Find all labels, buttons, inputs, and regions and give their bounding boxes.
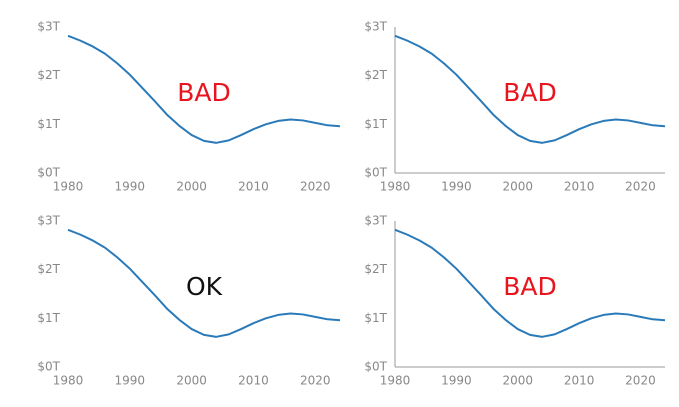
- y-tick-label: $3T: [364, 214, 387, 228]
- x-tick-label: 1980: [380, 374, 411, 388]
- y-tick-label: $3T: [37, 20, 60, 34]
- x-tick-label: 2000: [502, 180, 533, 194]
- x-tick-label: 2020: [300, 374, 331, 388]
- x-tick-label: 2010: [564, 180, 595, 194]
- x-tick-label: 2020: [625, 180, 656, 194]
- y-tick-label: $3T: [364, 20, 387, 34]
- y-tick-label: $0T: [364, 360, 387, 374]
- y-tick-label: $1T: [37, 311, 60, 325]
- x-tick-label: 1990: [115, 180, 146, 194]
- data-line: [67, 228, 341, 338]
- data-line: [394, 228, 666, 338]
- x-tick-label: 2000: [502, 374, 533, 388]
- x-tick-label: 2010: [564, 374, 595, 388]
- data-line: [394, 34, 666, 144]
- annotation: OK: [186, 272, 223, 301]
- x-tick-label: 2010: [238, 374, 269, 388]
- x-tick-label: 1990: [115, 374, 146, 388]
- x-tick-label: 2020: [300, 180, 331, 194]
- annotation: BAD: [503, 78, 557, 107]
- x-tick-label: 2010: [238, 180, 269, 194]
- annotation: BAD: [503, 272, 557, 301]
- x-tick-label: 1980: [53, 374, 84, 388]
- y-tick-label: $2T: [364, 262, 387, 276]
- y-tick-label: $1T: [37, 117, 60, 131]
- y-tick-label: $2T: [37, 68, 60, 82]
- x-tick-label: 2020: [625, 374, 656, 388]
- y-tick-label: $3T: [37, 214, 60, 228]
- y-tick-label: $2T: [37, 262, 60, 276]
- x-tick-label: 1980: [53, 180, 84, 194]
- x-tick-label: 1980: [380, 180, 411, 194]
- x-tick-label: 1990: [441, 374, 472, 388]
- x-tick-label: 2000: [176, 374, 207, 388]
- y-tick-label: $1T: [364, 311, 387, 325]
- y-tick-label: $1T: [364, 117, 387, 131]
- x-tick-label: 2000: [176, 180, 207, 194]
- annotation: BAD: [177, 78, 231, 107]
- y-tick-label: $0T: [37, 166, 60, 180]
- data-line: [67, 34, 341, 144]
- x-tick-label: 1990: [441, 180, 472, 194]
- y-tick-label: $2T: [364, 68, 387, 82]
- y-tick-label: $0T: [364, 166, 387, 180]
- y-tick-label: $0T: [37, 360, 60, 374]
